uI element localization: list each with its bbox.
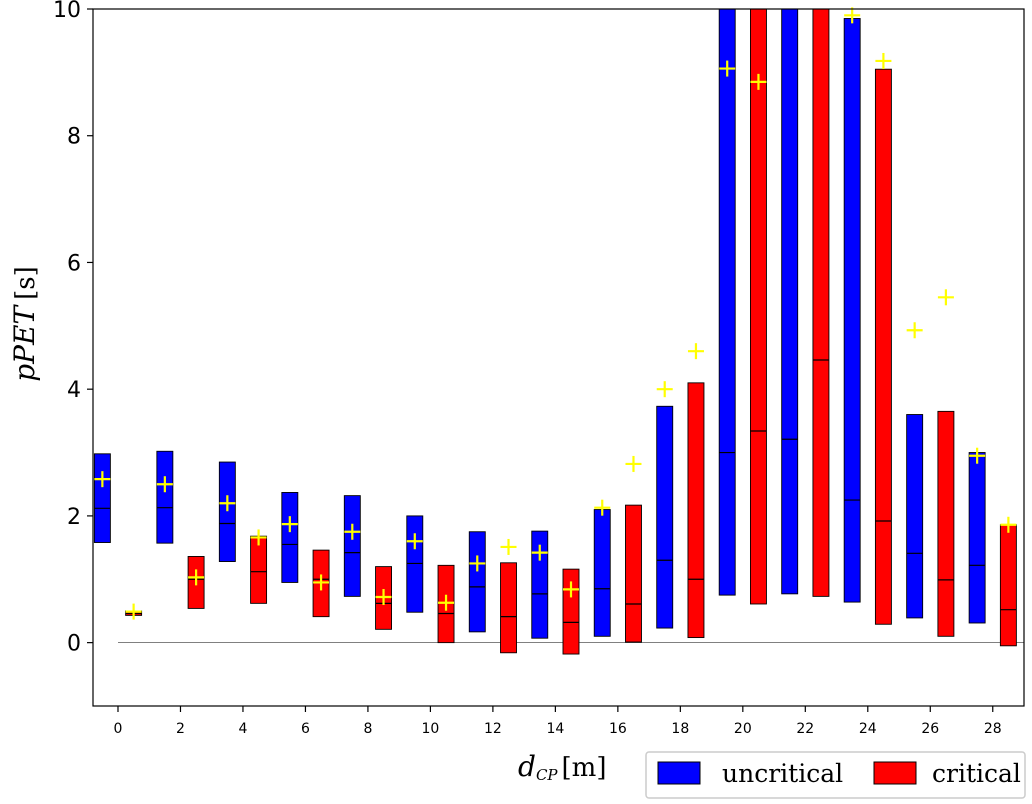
y-tick-label-2: 2	[67, 505, 81, 530]
svg-text:pPET[s]: pPET [s]	[8, 266, 41, 382]
x-tick-label-20: 20	[734, 721, 752, 737]
mean-marker-critical-2.5	[188, 569, 205, 586]
bar-uncritical-19.5	[718, 9, 736, 596]
mean-marker-critical-26.5	[937, 289, 954, 306]
bar-uncritical-9.5	[406, 515, 424, 613]
legend-swatch-critical	[873, 761, 917, 785]
y-axis-label: pPET [s]	[8, 266, 41, 382]
mean-marker-critical-20.5	[750, 73, 767, 90]
mean-marker-critical-4.5	[250, 529, 267, 546]
mean-marker-uncritical-27.5	[969, 447, 986, 464]
bar-uncritical-25.5	[906, 414, 924, 619]
mean-marker-critical-0.5	[125, 603, 142, 620]
y-tick-label-8: 8	[67, 125, 81, 150]
x-tick-label-10: 10	[421, 721, 439, 737]
mean-marker-critical-24.5	[875, 52, 892, 69]
mean-marker-uncritical-15.5	[594, 499, 611, 516]
bar-uncritical-11.5	[468, 531, 486, 633]
bar-critical-18.5	[687, 382, 705, 639]
legend-label-uncritical: uncritical	[722, 759, 843, 788]
bar-critical-24.5	[874, 68, 892, 625]
x-tick-label-16: 16	[609, 721, 627, 737]
mean-marker-critical-12.5	[500, 538, 517, 555]
bar-uncritical-13.5	[531, 530, 549, 639]
x-tick-label-18: 18	[671, 721, 689, 737]
plot-frame	[92, 8, 1025, 707]
mean-marker-critical-14.5	[562, 581, 579, 598]
plot-background	[93, 9, 1024, 706]
bar-uncritical-27.5	[968, 452, 986, 624]
mean-marker-uncritical-5.5	[281, 516, 298, 533]
y-axis-unit: [s]	[11, 266, 41, 300]
mean-marker-uncritical-11.5	[469, 555, 486, 572]
x-tick-label-8: 8	[363, 721, 372, 737]
y-tick-label-10: 10	[53, 0, 81, 23]
legend-frame	[645, 751, 1026, 799]
x-axis-label: dCP [m]	[518, 750, 606, 784]
y-tick-label-4: 4	[67, 378, 81, 403]
bar-critical-28.5	[999, 524, 1017, 647]
x-tick-label-0: 0	[114, 721, 123, 737]
x-tick-label-2: 2	[176, 721, 185, 737]
legend: uncritical critical	[645, 751, 1026, 799]
bar-uncritical-5.5	[281, 492, 299, 583]
mean-marker-critical-8.5	[375, 589, 392, 606]
y-tick-label-6: 6	[67, 251, 81, 276]
x-tick-label-26: 26	[921, 721, 939, 737]
x-axis-unit: [m]	[562, 753, 607, 783]
svg-text:dCP[m]: dCP [m]	[518, 750, 606, 784]
bar-uncritical-1.5	[156, 450, 174, 544]
x-tick-label-14: 14	[546, 721, 564, 737]
mean-marker-uncritical-13.5	[531, 544, 548, 561]
mean-marker-critical-10.5	[438, 594, 455, 611]
x-tick-label-24: 24	[859, 721, 877, 737]
bar-uncritical-15.5	[593, 509, 611, 637]
x-tick-label-22: 22	[796, 721, 814, 737]
mean-marker-uncritical-25.5	[906, 322, 923, 339]
bar-critical-22.5	[812, 9, 830, 597]
bar-critical-12.5	[500, 562, 517, 654]
x-tick-label-12: 12	[484, 721, 502, 737]
legend-swatch-uncritical	[657, 761, 701, 785]
mean-marker-uncritical-7.5	[344, 523, 361, 540]
mean-marker-uncritical--0.5	[94, 471, 111, 488]
x-axis-symbol: d	[518, 750, 536, 783]
y-axis-symbol: pPET	[8, 304, 41, 382]
mean-marker-critical-16.5	[625, 455, 642, 472]
mean-marker-uncritical-9.5	[406, 533, 423, 550]
bar-uncritical-23.5	[843, 18, 861, 603]
x-axis-subscript: CP	[536, 766, 558, 784]
mean-marker-uncritical-3.5	[219, 495, 236, 512]
x-tick-label-28: 28	[984, 721, 1002, 737]
mean-marker-critical-18.5	[687, 343, 704, 360]
mean-marker-critical-6.5	[313, 574, 330, 591]
mean-marker-uncritical-17.5	[656, 381, 673, 398]
bar-uncritical-7.5	[343, 495, 361, 597]
bar-critical-16.5	[625, 504, 642, 643]
bar-uncritical-3.5	[218, 461, 236, 562]
mean-marker-critical-28.5	[1000, 516, 1017, 533]
y-tick-label-0: 0	[67, 632, 81, 657]
bar-critical-26.5	[937, 410, 955, 637]
bar-uncritical-21.5	[781, 9, 799, 595]
bar-uncritical--0.5	[93, 453, 111, 543]
mean-marker-uncritical-23.5	[844, 7, 861, 24]
legend-label-critical: critical	[932, 759, 1021, 788]
bar-critical-20.5	[749, 9, 767, 605]
x-tick-label-6: 6	[301, 721, 310, 737]
x-tick-label-4: 4	[238, 721, 247, 737]
bar-critical-4.5	[250, 535, 268, 604]
mean-marker-uncritical-1.5	[156, 476, 173, 493]
mean-marker-uncritical-19.5	[719, 60, 736, 77]
bar-uncritical-17.5	[656, 405, 674, 629]
